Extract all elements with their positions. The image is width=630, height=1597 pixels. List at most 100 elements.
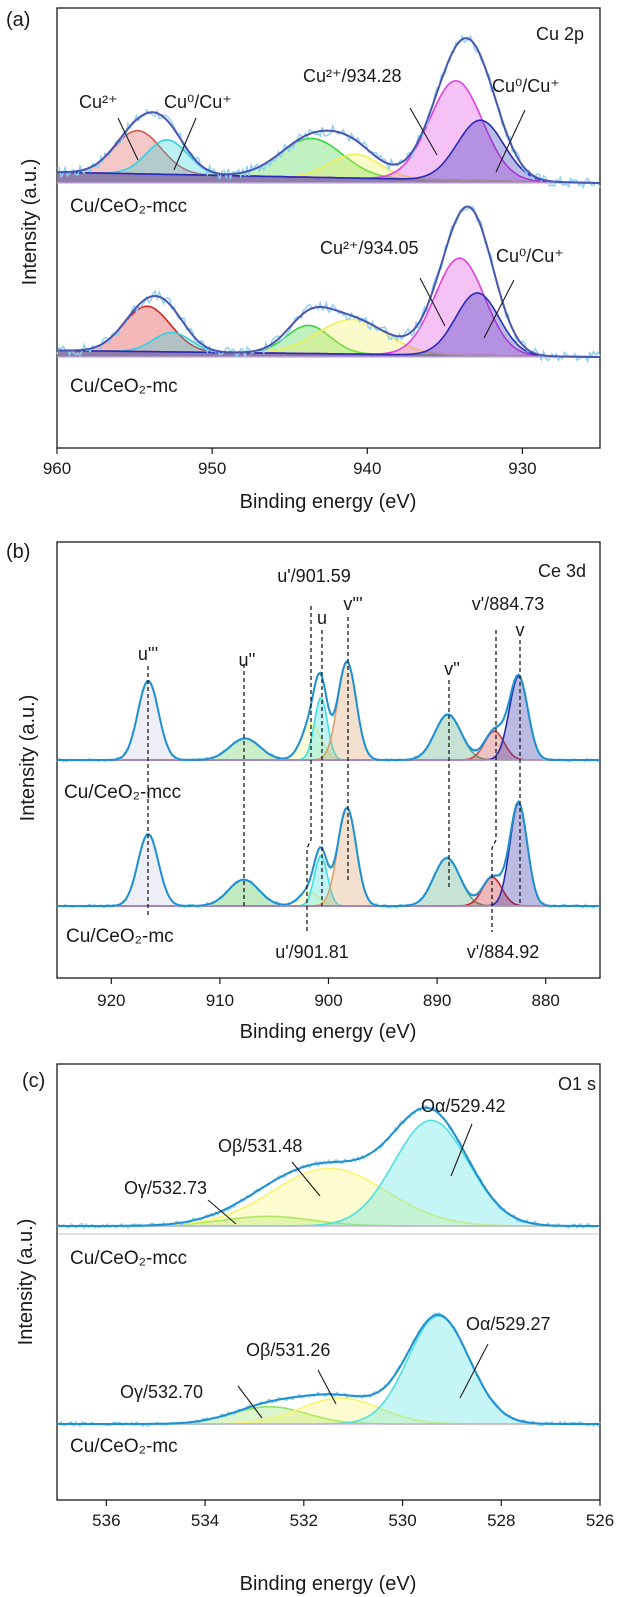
x-axis-tick-label: 526 xyxy=(586,1511,614,1530)
panel-a-plot-area xyxy=(56,34,601,364)
panel-a-frame xyxy=(56,7,601,449)
spectrum-fit-envelope xyxy=(57,1313,600,1425)
panel-a-x-axis: 960 950 940 930 xyxy=(43,448,537,478)
panel-a-sample-1-label: Cu/CeO₂-mcc xyxy=(70,196,187,217)
panel-c-label: (c) xyxy=(22,1070,45,1092)
x-axis-tick-label: 930 xyxy=(508,459,536,478)
peak-component-fill xyxy=(57,714,600,760)
panel-c-region-label: O1 s xyxy=(558,1074,596,1094)
peak-component-fill xyxy=(57,858,600,906)
peak-component-fill xyxy=(57,1398,600,1424)
peak-component-fill xyxy=(57,120,600,183)
peak-component-fill xyxy=(57,1316,600,1424)
peak-component-fill xyxy=(57,292,600,357)
panel-c-frame xyxy=(56,1063,601,1501)
panel-c-leader-line xyxy=(317,1369,337,1405)
panel-c-sample-2-label: Cu/CeO₂-mc xyxy=(70,1436,178,1457)
panel-c-annotation-oalpha-52942: Oα/529.42 xyxy=(421,1096,505,1116)
panel-b-label: (b) xyxy=(6,541,30,563)
panel-b-annotation-v2: v'' xyxy=(444,659,460,679)
x-axis-tick-label: 532 xyxy=(290,1511,318,1530)
panel-a-annotation-cu0-cu1: Cu⁰/Cu⁺ xyxy=(164,92,232,112)
panel-c-leader-line xyxy=(459,1343,489,1399)
peak-component-line xyxy=(57,292,600,358)
panel-b-region-label: Ce 3d xyxy=(538,561,586,581)
panel-c-x-axis: 536 534 532 530 528 526 xyxy=(92,1500,614,1530)
panel-b-annotation-u3: u''' xyxy=(138,644,158,664)
panel-b-x-axis: 920 910 900 890 880 xyxy=(97,978,560,1010)
panel-a-leader-line xyxy=(483,279,515,339)
panel-c-annotation-oalpha-52927: Oα/529.27 xyxy=(466,1314,550,1334)
panel-b-annotation-v1-88492: v'/884.92 xyxy=(467,942,540,962)
peak-component-fill xyxy=(57,332,600,357)
peak-component-fill xyxy=(57,325,600,357)
panel-b-annotation-u1-90159: u'/901.59 xyxy=(277,566,351,586)
spectrum-fit-envelope xyxy=(57,205,600,358)
x-axis-tick-label: 940 xyxy=(353,459,381,478)
panel-c-leader-line xyxy=(450,1123,473,1177)
panel-b-annotation-v: v xyxy=(516,620,525,640)
panel-a-sample-2-label: Cu/CeO₂-mc xyxy=(70,376,178,397)
panel-c-annotation-obeta-53148: Oβ/531.48 xyxy=(218,1136,302,1156)
x-axis-tick-label: 890 xyxy=(423,991,451,1010)
panel-a-leader-line xyxy=(409,107,438,156)
peak-component-fill xyxy=(57,1168,600,1226)
panel-c-y-axis-label: Intensity (a.u.) xyxy=(15,1219,37,1346)
peak-component-fill xyxy=(57,154,600,183)
panel-a-annotation-cu2plus-93405: Cu²⁺/934.05 xyxy=(320,238,419,258)
x-axis-tick-label: 900 xyxy=(314,991,342,1010)
panel-c-leader-line xyxy=(207,1199,237,1225)
peak-component-fill xyxy=(57,1406,600,1424)
panel-a-leader-line xyxy=(173,117,197,171)
panel-b-guide-u1 xyxy=(306,606,312,932)
panel-a-leader-line xyxy=(419,277,446,327)
x-axis-tick-label: 528 xyxy=(487,1511,515,1530)
panel-c-annotation-ogamma-53273: Oγ/532.73 xyxy=(124,1178,207,1198)
x-axis-tick-label: 920 xyxy=(97,991,125,1010)
panel-b-guide-v1 xyxy=(491,630,497,932)
panel-a-label: (a) xyxy=(6,9,30,31)
x-axis-tick-label: 960 xyxy=(43,459,71,478)
panel-a-leader-line xyxy=(495,109,526,173)
x-axis-tick-label: 880 xyxy=(532,991,560,1010)
panel-a-region-label: Cu 2p xyxy=(536,24,584,44)
peak-component-fill xyxy=(57,138,600,183)
panel-a-leader-line xyxy=(117,117,139,161)
panel-c-x-axis-label: Binding energy (eV) xyxy=(240,1573,417,1595)
panel-c-annotation-ogamma-53270: Oγ/532.70 xyxy=(120,1382,203,1402)
panel-b-sample-2-label: Cu/CeO₂-mc xyxy=(66,926,174,947)
panel-c: (c) O1 s Cu/CeO₂-mcc Cu/CeO₂-mc Oα/529.4… xyxy=(15,1063,614,1595)
panel-a: (a) Cu 2p Cu/CeO₂-mcc Cu/CeO₂-mc Cu²⁺ Cu… xyxy=(6,7,601,513)
x-axis-tick-label: 910 xyxy=(206,991,234,1010)
panel-b-annotation-u: u xyxy=(317,608,327,628)
panel-c-plot-area xyxy=(56,1105,601,1428)
peak-component-fill xyxy=(57,258,600,357)
panel-a-annotation-cu2plus: Cu²⁺ xyxy=(79,92,118,112)
panel-c-leader-line xyxy=(237,1385,263,1419)
x-axis-tick-label: 530 xyxy=(388,1511,416,1530)
x-axis-tick-label: 536 xyxy=(92,1511,120,1530)
x-axis-tick-label: 534 xyxy=(191,1511,219,1530)
peak-component-fill xyxy=(57,139,600,183)
peak-component-fill xyxy=(57,731,600,760)
panel-b-sample-1-label: Cu/CeO₂-mcc xyxy=(64,782,181,803)
panel-a-annotation-cu0-cu1-lower: Cu⁰/Cu⁺ xyxy=(496,246,564,266)
spectrum-fit-envelope xyxy=(57,37,600,184)
peak-component-line xyxy=(57,119,600,184)
spectrum-fit-envelope xyxy=(57,1106,600,1227)
panel-a-annotation-cu0-cu1-upper: Cu⁰/Cu⁺ xyxy=(492,76,560,96)
panel-b-annotation-u1-90181: u'/901.81 xyxy=(275,942,349,962)
panel-c-leader-line xyxy=(291,1161,321,1197)
panel-b-annotation-u2: u'' xyxy=(239,650,256,670)
panel-b-y-axis-label: Intensity (a.u.) xyxy=(17,695,39,822)
panel-c-annotation-obeta-53126: Oβ/531.26 xyxy=(246,1340,330,1360)
panel-b-x-axis-label: Binding energy (eV) xyxy=(240,1021,417,1043)
peak-component-fill xyxy=(57,319,600,357)
x-axis-tick-label: 950 xyxy=(198,459,226,478)
panel-a-x-axis-label: Binding energy (eV) xyxy=(240,491,417,513)
peak-component-fill xyxy=(57,80,600,183)
peak-component-fill xyxy=(57,130,600,183)
panel-b-annotation-v1-88473: v'/884.73 xyxy=(472,594,545,614)
panel-c-sample-1-label: Cu/CeO₂-mcc xyxy=(70,1248,187,1269)
